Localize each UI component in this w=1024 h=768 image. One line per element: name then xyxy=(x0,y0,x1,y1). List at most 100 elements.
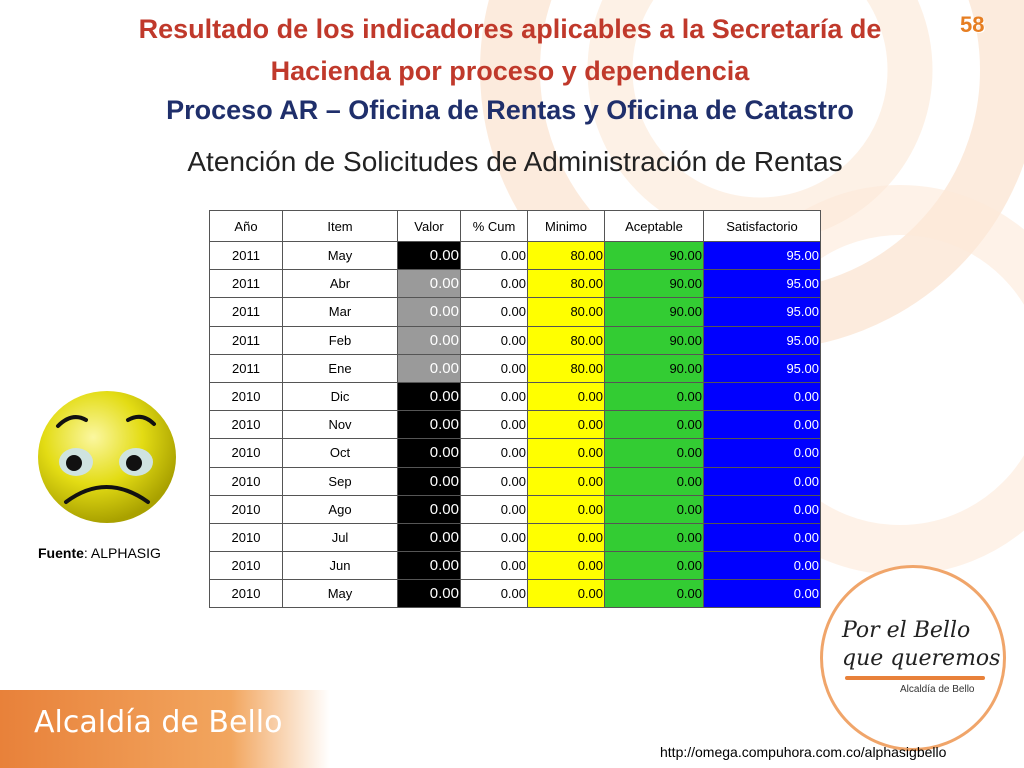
cell-aceptable: 0.00 xyxy=(604,438,704,468)
cell-minimo: 0.00 xyxy=(527,522,605,553)
cell-anio: 2010 xyxy=(209,579,283,609)
cell-cum: 0.00 xyxy=(460,522,528,553)
sad-face-icon xyxy=(36,384,178,526)
cell-anio: 2010 xyxy=(209,466,283,496)
cell-valor: 0.00 xyxy=(397,240,461,271)
cell-satisfactorio: 0.00 xyxy=(703,438,821,468)
table-row: 2011 Feb 0.00 0.00 80.00 90.00 95.00 xyxy=(209,325,821,355)
cell-aceptable: 0.00 xyxy=(604,579,704,609)
cell-valor: 0.00 xyxy=(397,297,461,327)
table-header-row: Año Item Valor % Cum Minimo Aceptable Sa… xyxy=(209,210,821,242)
cell-cum: 0.00 xyxy=(460,579,528,609)
source-url[interactable]: http://omega.compuhora.com.co/alphasigbe… xyxy=(660,744,947,760)
header-item: Item xyxy=(282,210,398,242)
cell-cum: 0.00 xyxy=(460,353,528,383)
cell-item: Sep xyxy=(282,466,398,496)
cell-minimo: 0.00 xyxy=(527,410,605,440)
cell-minimo: 0.00 xyxy=(527,381,605,412)
cell-aceptable: 0.00 xyxy=(604,494,704,524)
cell-cum: 0.00 xyxy=(460,410,528,440)
cell-minimo: 0.00 xyxy=(527,466,605,496)
source-note: Fuente: ALPHASIG xyxy=(38,545,161,561)
cell-anio: 2010 xyxy=(209,522,283,553)
cell-item: Dic xyxy=(282,381,398,412)
cell-satisfactorio: 0.00 xyxy=(703,494,821,524)
cell-item: Oct xyxy=(282,438,398,468)
cell-satisfactorio: 95.00 xyxy=(703,240,821,271)
table-row: 2011 May 0.00 0.00 80.00 90.00 95.00 xyxy=(209,240,821,271)
cell-cum: 0.00 xyxy=(460,466,528,496)
indicator-subtitle: Atención de Solicitudes de Administració… xyxy=(187,146,843,177)
cell-anio: 2010 xyxy=(209,438,283,468)
cell-minimo: 0.00 xyxy=(527,551,605,581)
cell-item: May xyxy=(282,240,398,271)
cell-aceptable: 90.00 xyxy=(604,297,704,327)
cell-item: Feb xyxy=(282,325,398,355)
cell-minimo: 0.00 xyxy=(527,494,605,524)
title-line-2: Hacienda por proceso y dependencia xyxy=(270,56,750,86)
cell-satisfactorio: 95.00 xyxy=(703,353,821,383)
table-row: 2011 Ene 0.00 0.00 80.00 90.00 95.00 xyxy=(209,353,821,383)
logo-subtext: Alcaldía de Bello xyxy=(900,684,975,695)
cell-aceptable: 0.00 xyxy=(604,551,704,581)
table-row: 2010 Ago 0.00 0.00 0.00 0.00 0.00 xyxy=(209,494,821,524)
cell-minimo: 80.00 xyxy=(527,297,605,327)
table-row: 2010 Nov 0.00 0.00 0.00 0.00 0.00 xyxy=(209,410,821,440)
cell-item: Jun xyxy=(282,551,398,581)
header-minimo: Minimo xyxy=(527,210,605,242)
cell-cum: 0.00 xyxy=(460,494,528,524)
footer-org-name: Alcaldía de Bello xyxy=(34,705,283,740)
cell-valor: 0.00 xyxy=(397,522,461,553)
cell-valor: 0.00 xyxy=(397,579,461,609)
cell-cum: 0.00 xyxy=(460,269,528,299)
cell-minimo: 80.00 xyxy=(527,240,605,271)
campaign-logo xyxy=(820,565,1006,751)
slide-title: Resultado de los indicadores aplicables … xyxy=(80,8,940,92)
cell-valor: 0.00 xyxy=(397,325,461,355)
cell-anio: 2010 xyxy=(209,551,283,581)
cell-aceptable: 0.00 xyxy=(604,410,704,440)
cell-valor: 0.00 xyxy=(397,381,461,412)
cell-valor: 0.00 xyxy=(397,353,461,383)
cell-satisfactorio: 95.00 xyxy=(703,269,821,299)
cell-cum: 0.00 xyxy=(460,297,528,327)
cell-cum: 0.00 xyxy=(460,381,528,412)
cell-cum: 0.00 xyxy=(460,438,528,468)
cell-valor: 0.00 xyxy=(397,551,461,581)
cell-satisfactorio: 0.00 xyxy=(703,410,821,440)
indicator-table: Año Item Valor % Cum Minimo Aceptable Sa… xyxy=(209,210,821,609)
table-row: 2010 Jul 0.00 0.00 0.00 0.00 0.00 xyxy=(209,522,821,553)
table-row: 2011 Mar 0.00 0.00 80.00 90.00 95.00 xyxy=(209,297,821,327)
header-aceptable: Aceptable xyxy=(604,210,704,242)
cell-item: Ene xyxy=(282,353,398,383)
cell-minimo: 0.00 xyxy=(527,579,605,609)
logo-underline xyxy=(845,676,985,680)
table-body: 2011 May 0.00 0.00 80.00 90.00 95.00 2011 Abr 0.0… xyxy=(209,240,821,609)
cell-anio: 2011 xyxy=(209,240,283,271)
header-cum: % Cum xyxy=(460,210,528,242)
cell-satisfactorio: 0.00 xyxy=(703,579,821,609)
cell-anio: 2011 xyxy=(209,269,283,299)
cell-valor: 0.00 xyxy=(397,438,461,468)
cell-satisfactorio: 0.00 xyxy=(703,381,821,412)
cell-satisfactorio: 0.00 xyxy=(703,522,821,553)
table-row: 2010 Jun 0.00 0.00 0.00 0.00 0.00 xyxy=(209,551,821,581)
cell-cum: 0.00 xyxy=(460,240,528,271)
cell-item: Jul xyxy=(282,522,398,553)
header-valor: Valor xyxy=(397,210,461,242)
cell-item: Ago xyxy=(282,494,398,524)
cell-minimo: 0.00 xyxy=(527,438,605,468)
cell-anio: 2011 xyxy=(209,325,283,355)
table-row: 2010 May 0.00 0.00 0.00 0.00 0.00 xyxy=(209,579,821,609)
header-satisfactorio: Satisfactorio xyxy=(703,210,821,242)
cell-satisfactorio: 95.00 xyxy=(703,297,821,327)
cell-anio: 2010 xyxy=(209,410,283,440)
table-row: 2011 Abr 0.00 0.00 80.00 90.00 95.00 xyxy=(209,269,821,299)
process-title: Proceso AR – Oficina de Rentas y Oficina… xyxy=(166,95,854,125)
cell-minimo: 80.00 xyxy=(527,325,605,355)
cell-anio: 2011 xyxy=(209,297,283,327)
cell-item: Nov xyxy=(282,410,398,440)
cell-valor: 0.00 xyxy=(397,494,461,524)
footer-bar xyxy=(0,690,330,768)
table-row: 2010 Oct 0.00 0.00 0.00 0.00 0.00 xyxy=(209,438,821,468)
